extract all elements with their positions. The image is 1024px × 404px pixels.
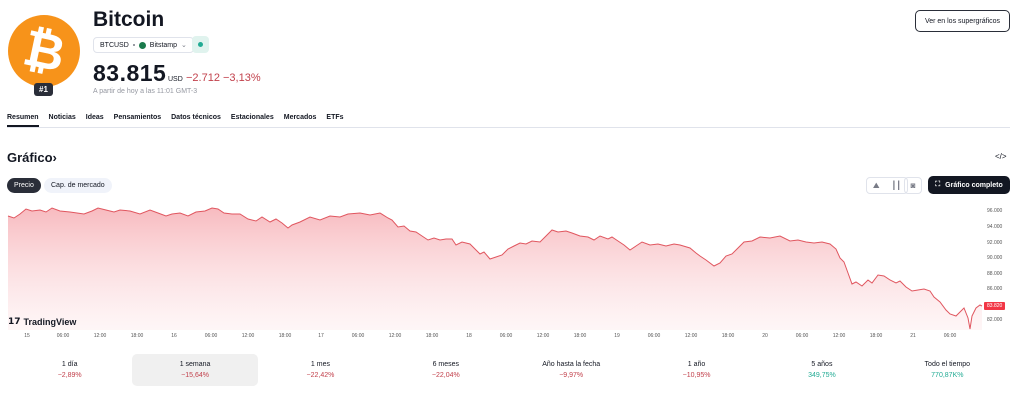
tab-resumen[interactable]: Resumen: [7, 114, 39, 127]
price-chart[interactable]: [0, 200, 1024, 340]
tab-estacionales[interactable]: Estacionales: [230, 114, 274, 121]
y-tick: 88.000: [987, 271, 1003, 277]
y-tick: 86.000: [987, 286, 1003, 292]
x-tick: 18: [466, 333, 472, 339]
x-tick: 06:00: [204, 333, 218, 339]
x-tick: 17: [318, 333, 324, 339]
current-price: 83.815: [93, 60, 167, 86]
market-cap-toggle[interactable]: Cap. de mercado: [44, 178, 112, 193]
x-tick: 06:00: [943, 333, 957, 339]
tabs-divider: [7, 127, 1010, 128]
y-tick: 82.000: [987, 317, 1003, 323]
period-6-months[interactable]: 6 meses −22,04%: [431, 361, 460, 379]
symbol-selector[interactable]: BTCUSD Bitstamp ⌄: [93, 37, 194, 53]
exchange-icon: [138, 41, 146, 49]
period-5-years[interactable]: 5 años 349,75%: [808, 361, 836, 379]
period-ytd[interactable]: Año hasta la fecha −9,97%: [542, 361, 601, 379]
period-change: −9,97%: [559, 372, 584, 379]
last-price-label: 83.820: [984, 302, 1006, 310]
period-change: 770,87K%: [931, 372, 964, 379]
period-change: −10,95%: [682, 372, 711, 379]
area-chart-icon[interactable]: ⛰: [872, 180, 880, 190]
market-status-badge[interactable]: [192, 36, 209, 53]
tv-logo-icon: 𝟭𝟳: [8, 316, 21, 326]
exchange-label: Bitstamp: [149, 41, 178, 49]
y-tick: 94.000: [987, 224, 1003, 230]
tab-noticias[interactable]: Noticias: [48, 114, 76, 121]
market-open-icon: [198, 42, 203, 47]
x-tick: 06:00: [795, 333, 809, 339]
separator-dot: [132, 44, 135, 46]
y-tick: 90.000: [987, 255, 1003, 261]
period-performance-bar: 1 día −2,89% 1 semana −15,64% 1 mes −22,42%…: [7, 354, 1010, 386]
bitcoin-logo: ₿: [8, 15, 80, 87]
period-change: 349,75%: [808, 372, 836, 379]
period-1-year[interactable]: 1 año −10,95%: [682, 361, 711, 379]
x-tick: 15: [24, 333, 30, 339]
x-tick: 18:00: [278, 333, 292, 339]
screenshot-button[interactable]: ◙: [904, 177, 922, 194]
full-chart-button[interactable]: ⛶ Gráfico completo: [928, 176, 1010, 194]
x-tick: 16: [171, 333, 177, 339]
price-toggle[interactable]: Precio: [7, 178, 41, 193]
rank-badge: #1: [34, 83, 53, 96]
x-tick: 06:00: [499, 333, 513, 339]
symbol-label: BTCUSD: [100, 41, 129, 49]
x-tick: 12:00: [832, 333, 846, 339]
x-tick: 12:00: [536, 333, 550, 339]
x-tick: 20: [762, 333, 768, 339]
chart-type-group: ⛰ ┃┃: [866, 177, 908, 194]
x-tick: 19: [614, 333, 620, 339]
embed-code-icon[interactable]: </>: [995, 152, 1007, 161]
x-tick: 12:00: [684, 333, 698, 339]
x-tick: 18:00: [869, 333, 883, 339]
x-tick: 12:00: [93, 333, 107, 339]
tab-bar: Resumen Noticias Ideas Pensamientos Dato…: [7, 114, 344, 127]
period-1-day[interactable]: 1 día −2,89%: [57, 361, 82, 379]
x-tick: 21: [910, 333, 916, 339]
chart-section-title[interactable]: Gráfico›: [7, 150, 57, 165]
period-change: −22,04%: [431, 372, 460, 379]
tab-etfs[interactable]: ETFs: [326, 114, 344, 121]
y-tick: 92.000: [987, 240, 1003, 246]
period-1-month[interactable]: 1 mes −22,42%: [306, 361, 335, 379]
bitcoin-icon: ₿: [18, 18, 70, 84]
fullscreen-icon: ⛶: [935, 181, 941, 188]
candles-chart-icon[interactable]: ┃┃: [891, 181, 902, 190]
price-area: [8, 208, 982, 330]
x-tick: 06:00: [351, 333, 365, 339]
x-tick: 18:00: [130, 333, 144, 339]
period-change: −2,89%: [57, 372, 82, 379]
period-all-time[interactable]: Todo el tiempo 770,87K%: [924, 361, 971, 379]
tradingview-logo[interactable]: 𝟭𝟳 TradingView: [8, 316, 77, 327]
x-tick: 18:00: [425, 333, 439, 339]
x-tick: 12:00: [241, 333, 255, 339]
page-title: Bitcoin: [93, 8, 165, 31]
currency-label: USD: [168, 76, 183, 83]
period-change: −15,64%: [181, 372, 209, 379]
price-line: [7, 207, 983, 330]
price-change: −2.712 −3,13%: [186, 72, 261, 84]
x-tick: 18:00: [573, 333, 587, 339]
x-tick: 12:00: [388, 333, 402, 339]
period-1-week[interactable]: 1 semana −15,64%: [132, 354, 258, 386]
as-of-timestamp: A partir de hoy a las 11:01 GMT-3: [93, 88, 198, 95]
chevron-down-icon: ⌄: [181, 42, 187, 49]
tab-datos-tecnicos[interactable]: Datos técnicos: [171, 114, 221, 121]
tab-pensamientos[interactable]: Pensamientos: [113, 114, 162, 121]
camera-icon: ◙: [910, 181, 916, 190]
x-tick: 06:00: [56, 333, 70, 339]
supercharts-button[interactable]: Ver en los supergráficos: [915, 10, 1010, 32]
x-tick: 06:00: [647, 333, 661, 339]
tab-mercados[interactable]: Mercados: [283, 114, 317, 121]
period-change: −22,42%: [306, 372, 335, 379]
y-tick: 96.000: [987, 208, 1003, 214]
full-chart-label: Gráfico completo: [945, 181, 1003, 189]
tab-ideas[interactable]: Ideas: [85, 114, 104, 121]
x-tick: 18:00: [721, 333, 735, 339]
